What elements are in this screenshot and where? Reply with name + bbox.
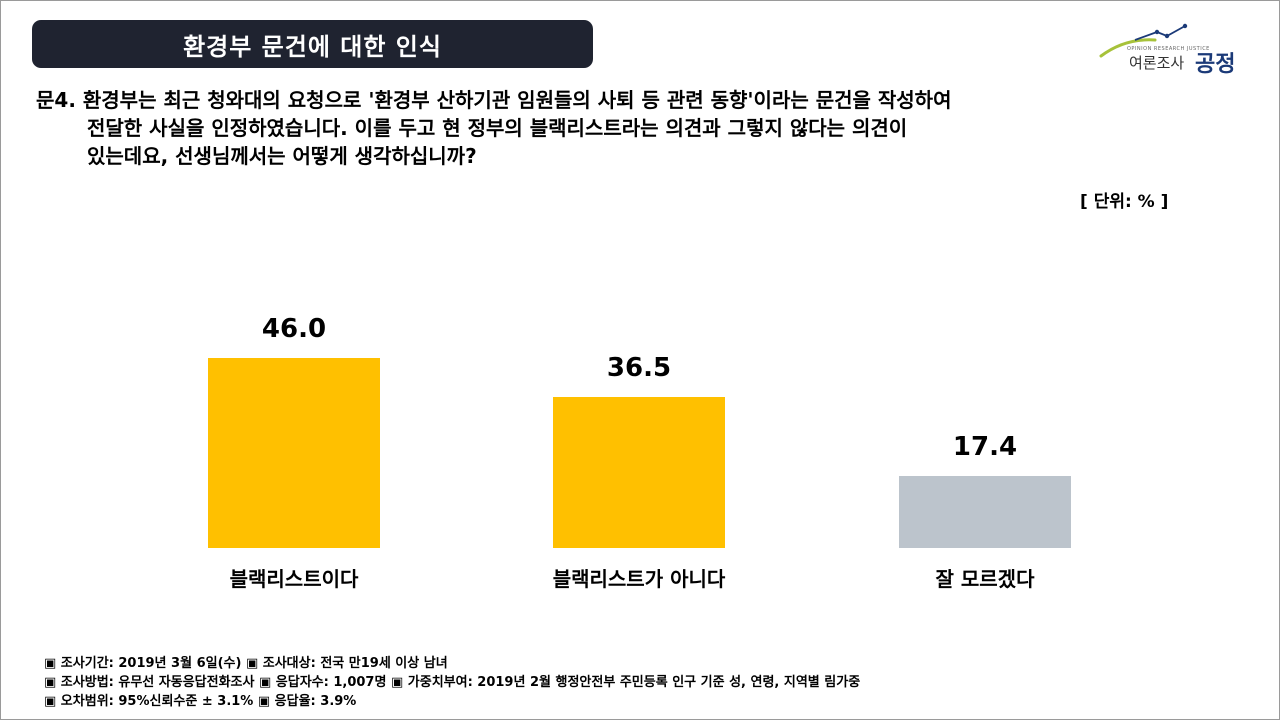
question-line-2: 전달한 사실을 인정하였습니다. 이를 두고 현 정부의 블랙리스트라는 의견과… [87,116,908,140]
category-label-2: 블랙리스트가 아니다 [552,567,726,591]
footnote-line-1: ▣ 조사기간: 2019년 3월 6일(수) ▣ 조사대상: 전국 만19세 이… [44,656,448,671]
bar-value-label-3: 17.4 [952,432,1018,462]
bar-value-label-1: 46.0 [261,314,327,344]
brand-logo: OPINION RESEARCH JUSTICE 여론조사 공정 [1095,20,1255,77]
bar-1 [208,358,380,548]
logo-brand-text: 공정 [1195,52,1236,77]
question-line-3: 있는데요, 선생님께서는 어떻게 생각하십니까? [87,144,477,168]
footnote-line-3: ▣ 오차범위: 95%신뢰수준 ± 3.1% ▣ 응답율: 3.9% [44,694,357,709]
category-label-3: 잘 모르겠다 [935,567,1035,591]
survey-question: 문4. 환경부는 최근 청와대의 요청으로 '환경부 산하기관 임원들의 사퇴 … [36,86,1236,170]
bar-value-label-2: 36.5 [606,353,672,383]
logo-trend-icon [1099,23,1188,58]
question-line-1: 문4. 환경부는 최근 청와대의 요청으로 '환경부 산하기관 임원들의 사퇴 … [36,88,952,112]
bar-2 [553,397,725,548]
page-title-text: 환경부 문건에 대한 인식 [183,32,442,61]
unit-label: [ 단위: % ] [1080,192,1169,212]
bar-3 [899,476,1071,548]
category-label-1: 블랙리스트이다 [229,567,359,591]
logo-tagline: OPINION RESEARCH JUSTICE [1127,46,1210,52]
logo-korean-text: 여론조사 [1129,54,1185,72]
survey-footnote: ▣ 조사기간: 2019년 3월 6일(수) ▣ 조사대상: 전국 만19세 이… [44,654,860,711]
page-title: 환경부 문건에 대한 인식 [32,20,593,68]
footnote-line-2: ▣ 조사방법: 유무선 자동응답전화조사 ▣ 응답자수: 1,007명 ▣ 가중… [44,675,861,690]
